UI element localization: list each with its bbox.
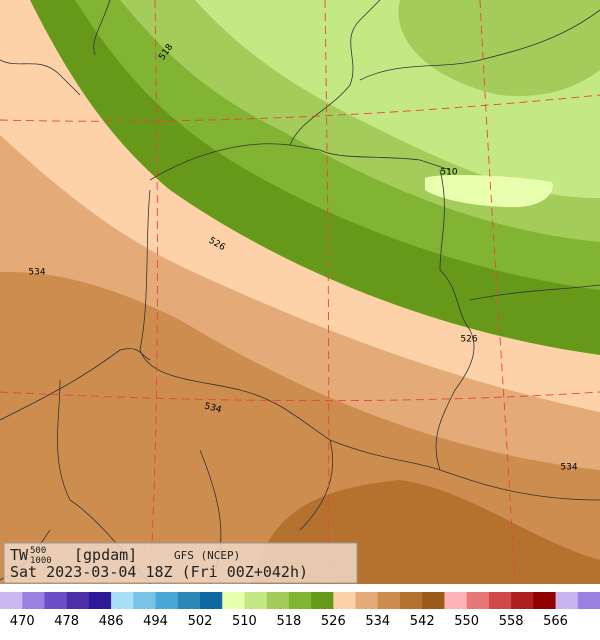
model: GFS (NCEP) — [174, 549, 240, 562]
info-background — [3, 542, 358, 584]
color-swatch — [133, 592, 157, 609]
color-swatch — [555, 592, 579, 609]
colorbar-tick-label: 502 — [188, 614, 213, 629]
colorbar-tick-label: 558 — [499, 614, 524, 629]
colorbar-tick-label: 550 — [454, 614, 479, 629]
colorbar-tick-label: 470 — [10, 614, 35, 629]
colorbar-tick-label: 526 — [321, 614, 346, 629]
colorbar-tick-label: 566 — [543, 614, 568, 629]
color-swatch — [244, 592, 268, 609]
color-swatch — [155, 592, 179, 609]
info-box: TW 500 1000 [gpdam] GFS (NCEP) Sat 2023-… — [3, 542, 358, 584]
color-swatch — [400, 592, 423, 609]
colorbar-tick-label: 534 — [365, 614, 390, 629]
color-swatch — [288, 592, 312, 609]
color-swatch — [44, 592, 68, 609]
variable: TW — [10, 546, 29, 564]
contour-label: 534 — [203, 401, 222, 415]
color-swatch — [0, 592, 23, 609]
color-swatch — [533, 592, 557, 609]
colorbar-tick-label: 494 — [143, 614, 168, 629]
color-swatch — [200, 592, 223, 609]
color-swatch — [222, 592, 245, 609]
color-swatch — [466, 592, 490, 609]
colorbar-tick-label: 478 — [54, 614, 79, 629]
color-swatch — [577, 592, 600, 609]
color-swatch — [422, 592, 445, 609]
color-swatch — [444, 592, 468, 609]
color-swatch — [511, 592, 534, 609]
colorbar: 470 478 486 494 502 510 518 526 534 542 550 558 566 — [0, 592, 600, 629]
color-swatch — [88, 592, 112, 609]
color-swatch — [377, 592, 401, 609]
color-swatch — [22, 592, 45, 609]
color-swatch — [355, 592, 379, 609]
colorbar-tick-label: 542 — [410, 614, 435, 629]
unit: [gpdam] — [74, 546, 137, 564]
band-506 — [425, 175, 553, 208]
color-swatch — [333, 592, 357, 609]
color-swatch — [488, 592, 512, 609]
colorbar-tick-label: 518 — [276, 614, 301, 629]
colorbar-tick-label: 486 — [99, 614, 124, 629]
color-swatch — [311, 592, 334, 609]
band-518-north — [398, 0, 600, 96]
lower-level: 1000 — [30, 556, 52, 566]
upper-level: 500 — [30, 546, 46, 556]
contour-label: 526 — [460, 335, 477, 345]
colorbar-tick-label: 510 — [232, 614, 257, 629]
contour-label: 510 — [440, 168, 457, 178]
color-swatch — [111, 592, 134, 609]
map — [0, 0, 600, 585]
color-swatch — [266, 592, 290, 609]
color-swatch — [177, 592, 201, 609]
contour-label: 534 — [28, 268, 45, 278]
color-swatch — [66, 592, 90, 609]
contour-label: 534 — [560, 463, 577, 473]
valid-time: Sat 2023-03-04 18Z (Fri 00Z+042h) — [10, 563, 308, 581]
